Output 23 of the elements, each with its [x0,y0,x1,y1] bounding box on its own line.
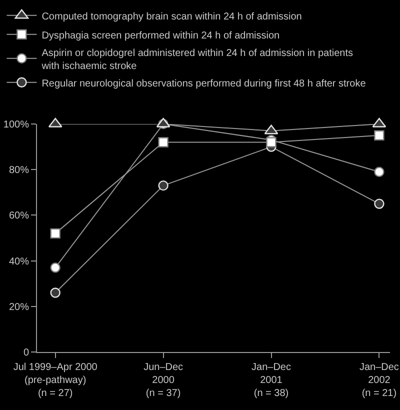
x-tick-label: Jun–Dec 2000 (n = 37) [144,362,184,399]
x-tick-label: Jan–Dec 2002 (n = 21) [359,362,399,399]
y-tick-label: 100% [3,120,30,130]
x-tick-label: Jan–Dec 2001 (n = 38) [252,362,291,399]
point [158,137,168,148]
point [50,288,60,298]
legend-label: Aspirin or clopidogrel administered within 24 h of admission in patients with ischaemic stroke [40,48,353,72]
point [374,166,384,177]
y-tick-label: 60% [8,210,30,222]
point [50,262,60,273]
point [374,198,384,209]
y-tick-label: 80% [8,165,30,176]
point [266,137,276,148]
legend-label: Dysphagia screen performed within 24 h of admission [42,30,280,42]
point [158,180,168,191]
legend-label: Regular neurological observations performed during first 48 h after stroke [42,78,366,90]
y-tick-label: 0 [23,348,30,358]
point [50,228,60,239]
y-tick-label: 40% [8,256,30,268]
point [374,130,384,140]
x-tick-label: Jul 1999–Apr 2000 (pre-pathway) (n = 27) [13,362,98,399]
legend-label: Computed tomography brain scan within 24 h of admission [42,11,302,22]
y-tick-label: 20% [8,302,30,313]
